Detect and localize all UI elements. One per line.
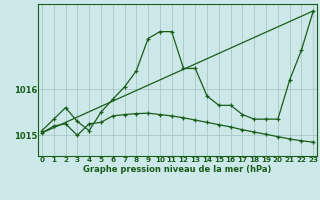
X-axis label: Graphe pression niveau de la mer (hPa): Graphe pression niveau de la mer (hPa) [84, 165, 272, 174]
